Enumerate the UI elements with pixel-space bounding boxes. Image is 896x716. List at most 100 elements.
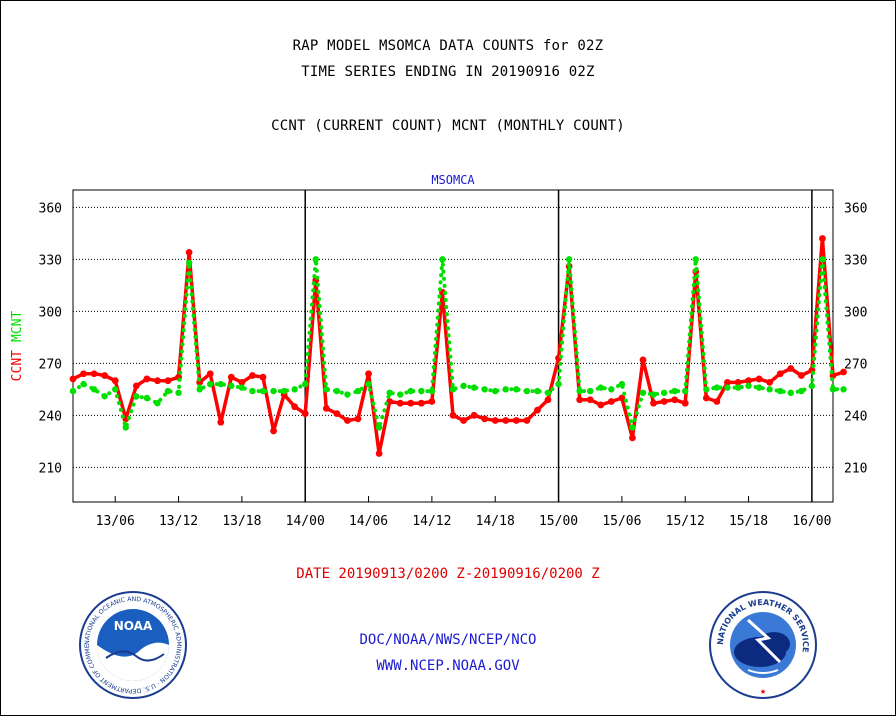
- data-point-mcnt-25: [333, 387, 341, 395]
- data-point-ccnt-4: [111, 377, 119, 385]
- data-point-mcnt-28: [365, 380, 372, 388]
- data-point-ccnt-57: [671, 396, 679, 404]
- data-point-mcnt-48: [576, 387, 583, 395]
- data-point-mcnt-29: [375, 424, 383, 431]
- y-tick-label-right-210: 210: [844, 461, 867, 476]
- data-point-mcnt-8: [154, 400, 161, 407]
- data-point-mcnt-12: [196, 386, 203, 393]
- data-point-mcnt-14: [217, 380, 224, 388]
- data-point-ccnt-3: [101, 372, 109, 379]
- data-point-ccnt-51: [607, 398, 615, 405]
- data-point-mcnt-33: [418, 387, 425, 395]
- data-point-mcnt-19: [270, 387, 277, 395]
- data-point-mcnt-55: [650, 391, 657, 398]
- data-point-mcnt-53: [629, 424, 636, 431]
- data-point-ccnt-60: [702, 394, 710, 402]
- data-point-ccnt-36: [449, 411, 457, 419]
- data-point-mcnt-62: [724, 384, 731, 391]
- data-point-ccnt-65: [755, 375, 763, 383]
- data-point-mcnt-21: [291, 386, 298, 393]
- data-point-mcnt-24: [323, 386, 330, 393]
- data-point-mcnt-9: [164, 387, 172, 395]
- data-point-mcnt-3: [101, 393, 108, 400]
- y-tick-label-left-360: 360: [39, 201, 62, 216]
- data-point-ccnt-73: [840, 368, 847, 376]
- data-point-ccnt-40: [491, 417, 499, 424]
- data-point-mcnt-18: [259, 387, 267, 395]
- data-point-mcnt-50: [597, 384, 604, 391]
- x-tick-label-54: 15/06: [602, 514, 641, 529]
- data-point-mcnt-52: [618, 380, 626, 388]
- data-point-ccnt-19: [270, 427, 277, 435]
- nws-logo: ★ NATIONAL WEATHER SERVICE: [708, 590, 818, 700]
- data-point-ccnt-64: [745, 377, 752, 385]
- data-point-mcnt-32: [407, 387, 414, 395]
- data-point-ccnt-48: [576, 396, 584, 404]
- x-tick-label-36: 14/12: [412, 514, 451, 529]
- data-point-mcnt-13: [207, 380, 214, 388]
- data-point-mcnt-0: [69, 387, 77, 395]
- data-point-ccnt-27: [354, 415, 362, 423]
- data-point-mcnt-37: [460, 382, 467, 390]
- data-point-mcnt-70: [808, 382, 816, 390]
- station-label: MSOMCA: [431, 173, 475, 187]
- data-point-mcnt-67: [777, 387, 784, 395]
- svg-text:★: ★: [760, 686, 766, 697]
- data-point-ccnt-11: [185, 249, 193, 256]
- data-point-ccnt-31: [396, 399, 404, 407]
- data-point-mcnt-54: [639, 389, 647, 396]
- data-point-mcnt-22: [302, 380, 309, 388]
- data-point-mcnt-43: [523, 387, 531, 395]
- data-point-mcnt-34: [428, 387, 436, 395]
- data-point-ccnt-61: [713, 398, 721, 405]
- x-tick-label-6: 13/06: [96, 514, 135, 529]
- data-point-mcnt-45: [544, 389, 552, 396]
- data-point-ccnt-32: [407, 399, 415, 407]
- y-tick-label-right-240: 240: [844, 409, 867, 424]
- chart-legend-description: CCNT (CURRENT COUNT) MCNT (MONTHLY COUNT…: [271, 118, 625, 134]
- credit-website[interactable]: WWW.NCEP.NOAA.GOV: [376, 658, 520, 674]
- x-tick-label-42: 14/18: [476, 514, 515, 529]
- y-axis-label: CCNTMCNT: [10, 311, 25, 382]
- data-point-ccnt-8: [154, 377, 161, 385]
- data-point-mcnt-11: [185, 259, 193, 266]
- data-point-mcnt-46: [555, 380, 562, 388]
- data-point-ccnt-34: [428, 398, 436, 405]
- data-point-ccnt-16: [238, 379, 246, 386]
- data-point-ccnt-50: [597, 401, 605, 409]
- data-point-mcnt-10: [175, 389, 182, 396]
- data-point-ccnt-6: [132, 382, 140, 390]
- x-tick-label-66: 15/18: [729, 514, 768, 529]
- data-point-ccnt-15: [227, 373, 235, 381]
- data-point-mcnt-51: [608, 386, 615, 393]
- data-point-mcnt-44: [534, 387, 541, 395]
- data-point-mcnt-63: [734, 384, 742, 391]
- data-point-mcnt-65: [755, 384, 763, 391]
- data-point-ccnt-62: [724, 379, 731, 386]
- y-tick-label-left-330: 330: [39, 253, 62, 268]
- data-point-ccnt-38: [470, 411, 478, 419]
- data-point-mcnt-71: [819, 256, 826, 263]
- data-point-mcnt-7: [143, 394, 151, 402]
- data-point-mcnt-31: [397, 391, 404, 398]
- data-point-ccnt-13: [206, 370, 214, 378]
- credit-agency: DOC/NOAA/NWS/NCEP/NCO: [359, 632, 537, 648]
- data-point-ccnt-17: [249, 372, 256, 379]
- data-point-ccnt-29: [375, 450, 383, 457]
- data-point-ccnt-68: [787, 365, 795, 372]
- data-point-mcnt-30: [386, 389, 393, 396]
- data-point-mcnt-56: [660, 389, 668, 396]
- data-point-mcnt-35: [439, 256, 446, 263]
- data-point-ccnt-54: [639, 356, 647, 364]
- data-point-ccnt-14: [217, 418, 225, 426]
- data-point-ccnt-22: [301, 410, 309, 417]
- data-point-mcnt-57: [671, 387, 678, 395]
- data-point-ccnt-56: [660, 398, 668, 405]
- data-point-ccnt-21: [291, 403, 299, 411]
- data-point-ccnt-58: [681, 399, 689, 407]
- data-point-mcnt-58: [682, 387, 689, 395]
- data-point-ccnt-33: [417, 399, 425, 407]
- series-line-ccnt: [71, 236, 846, 456]
- data-point-ccnt-45: [544, 396, 552, 404]
- data-point-ccnt-67: [776, 370, 784, 378]
